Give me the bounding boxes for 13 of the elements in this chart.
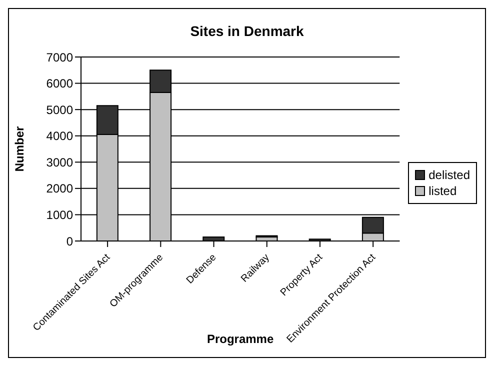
y-axis-title: Number [12,126,26,172]
x-axis-title: Programme [206,332,274,346]
y-tick-label: 2000 [46,182,74,196]
y-tick-label: 6000 [46,76,74,91]
y-tick-label: 5000 [46,102,74,117]
legend-label: listed [428,184,457,198]
y-tick-label: 1000 [46,208,74,222]
y-tick-label: 7000 [46,50,74,64]
legend-label: delisted [428,168,470,182]
chart-title: Sites in Denmark [189,23,305,39]
y-tick-label: 0 [66,234,74,248]
y-tick-label: 3000 [46,155,74,170]
y-tick-label: 4000 [46,129,74,144]
